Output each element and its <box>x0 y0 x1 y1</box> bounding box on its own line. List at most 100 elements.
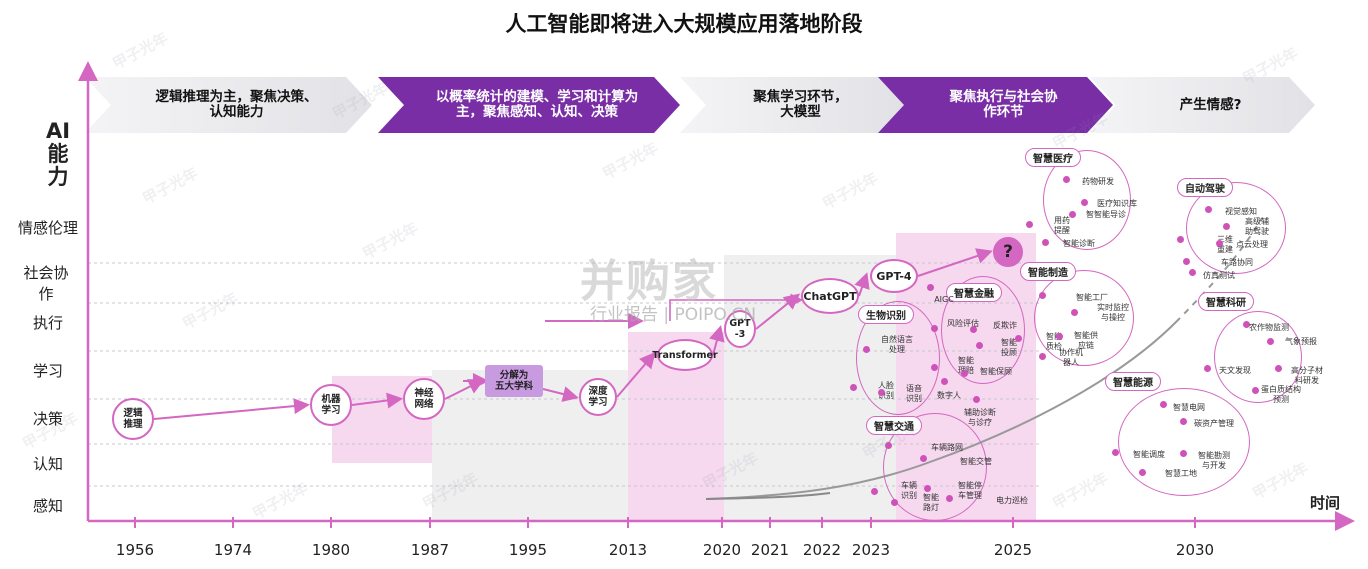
chart-title: 人工智能即将进入大规模应用落地阶段 <box>505 12 863 36</box>
cluster-item: 点云处理 <box>1236 240 1268 249</box>
cluster-name: 智慧金融 <box>946 283 1002 302</box>
cluster-dot <box>1266 337 1274 345</box>
cluster-item: 车辆 识别 <box>901 481 917 500</box>
cluster-dot <box>870 487 878 495</box>
x-tick-label: 2023 <box>851 541 891 559</box>
cluster-name: 自动驾驶 <box>1177 178 1233 197</box>
x-tick-label: 2020 <box>702 541 742 559</box>
cluster-dot <box>1176 235 1184 243</box>
cluster-dot <box>1038 352 1046 360</box>
cluster-dot <box>890 498 898 506</box>
cluster-item: 智能 路灯 <box>923 493 939 512</box>
cluster-item: 蛋白质结构 预测 <box>1261 385 1301 404</box>
x-tick-label: 1980 <box>311 541 351 559</box>
cluster-bubble <box>883 413 987 521</box>
cluster-dot <box>1111 448 1119 456</box>
y-level-label: 情感伦理 <box>17 219 78 237</box>
cluster-item: 农作物监测 <box>1249 323 1289 332</box>
milestone-node: GPT -3 <box>724 310 756 348</box>
cluster-item: 反欺诈 <box>993 321 1017 330</box>
x-tick-label: 2025 <box>993 541 1033 559</box>
cluster-dot <box>1068 210 1076 218</box>
milestone-node: Transformer <box>652 339 718 371</box>
cluster-name: 智能制造 <box>1020 262 1076 281</box>
cluster-name: 智慧能源 <box>1105 372 1161 391</box>
cluster-item: 语音 识别 <box>906 384 922 403</box>
cluster-name: 智慧科研 <box>1198 292 1254 311</box>
milestone-node: GPT-4 <box>870 259 918 293</box>
cluster-dot <box>884 441 892 449</box>
cluster-item: 智能停 车管理 <box>958 481 982 500</box>
x-tick-label: 2022 <box>802 541 842 559</box>
x-tick-label: 1974 <box>213 541 253 559</box>
cluster-item: 智能 投顾 <box>1001 338 1017 357</box>
cluster-dot <box>1055 332 1063 340</box>
cluster-item: 电力巡检 <box>996 496 1028 505</box>
y-axis-title: AI 能 力 <box>45 119 71 189</box>
milestone-arrow <box>153 398 310 420</box>
cluster-dot <box>1188 268 1196 276</box>
cluster-dot <box>1038 291 1046 299</box>
cluster-item: 智能工厂 <box>1076 293 1108 302</box>
cluster-dot <box>1080 198 1088 206</box>
milestone-arrow <box>709 325 725 356</box>
cluster-item: 碳资产管理 <box>1194 419 1234 428</box>
cluster-dot <box>1025 220 1033 228</box>
cluster-item: 风险评估 <box>947 319 979 328</box>
milestone-arrow <box>351 392 403 409</box>
cluster-dot <box>862 345 870 353</box>
cluster-item: 车辆路网 <box>931 443 963 452</box>
x-tick-label: 1987 <box>410 541 450 559</box>
cluster-item: 协作机 器人 <box>1059 348 1083 367</box>
cluster-item: 智慧电网 <box>1173 403 1205 412</box>
cluster-dot <box>1062 175 1070 183</box>
cluster-dot <box>1204 205 1212 213</box>
stage-chevron: 聚焦执行与社会协 作环节 <box>878 77 1113 133</box>
center-watermark-sub: 行业报告 | POIPO.CN <box>590 305 757 325</box>
stage-chevron: 以概率统计的建模、学习和计算为 主，聚焦感知、认知、决策 <box>378 77 680 133</box>
cluster-dot <box>1041 238 1049 246</box>
milestone-arrow <box>444 379 485 400</box>
cluster-item: 智能交管 <box>960 457 992 466</box>
cluster-name: 生物识别 <box>858 305 914 324</box>
y-level-label: 社会协 作 <box>23 264 69 303</box>
cluster-item: 仿真测试 <box>1203 271 1235 280</box>
cluster-dot <box>945 494 953 502</box>
cluster-item: 智慧工地 <box>1165 469 1197 478</box>
cluster-dot <box>1215 239 1223 247</box>
cluster-dot <box>960 369 968 377</box>
growth-curve-dash <box>1178 217 1264 320</box>
stage-chevron: 聚焦学习环节， 大模型 <box>680 77 905 133</box>
cluster-dot <box>919 454 927 462</box>
stage-chevron: 逻辑推理为主，聚焦决策、 认知能力 <box>85 77 372 133</box>
milestone-node: 神经 网络 <box>403 378 445 420</box>
cluster-dot <box>940 377 948 385</box>
milestone-arrow <box>917 248 993 277</box>
cluster-name: 智慧医疗 <box>1025 148 1081 167</box>
cluster-item: 天文发现 <box>1219 366 1251 375</box>
x-tick-label: 1956 <box>115 541 155 559</box>
cluster-item: 高级辅 助驾驶 <box>1245 217 1269 236</box>
cluster-item: 人脸 识别 <box>878 381 894 400</box>
cluster-dot <box>930 363 938 371</box>
milestone-node: 逻辑 推理 <box>112 398 154 440</box>
y-level-label: 执行 <box>32 314 63 332</box>
cluster-dot <box>1182 257 1190 265</box>
center-watermark: 并购家 <box>580 256 718 307</box>
milestone-node: 深度 学习 <box>579 378 617 416</box>
cluster-dot <box>1179 417 1187 425</box>
cluster-dot <box>923 484 931 492</box>
y-level-label: 决策 <box>32 410 63 428</box>
cluster-dot <box>1070 308 1078 316</box>
cluster-item: 车路协同 <box>1221 258 1253 267</box>
cluster-dot <box>1203 364 1211 372</box>
milestone-arrow <box>669 293 804 321</box>
cluster-dot <box>969 325 977 333</box>
milestone-arrow <box>854 272 870 297</box>
cluster-item: 视觉感知 <box>1225 207 1257 216</box>
cluster-bubble <box>1034 270 1134 366</box>
cluster-item: 智能 质检 <box>1046 332 1062 351</box>
cluster-bubble <box>1043 150 1131 250</box>
cluster-bubble <box>1118 388 1250 496</box>
cluster-dot <box>926 283 934 291</box>
